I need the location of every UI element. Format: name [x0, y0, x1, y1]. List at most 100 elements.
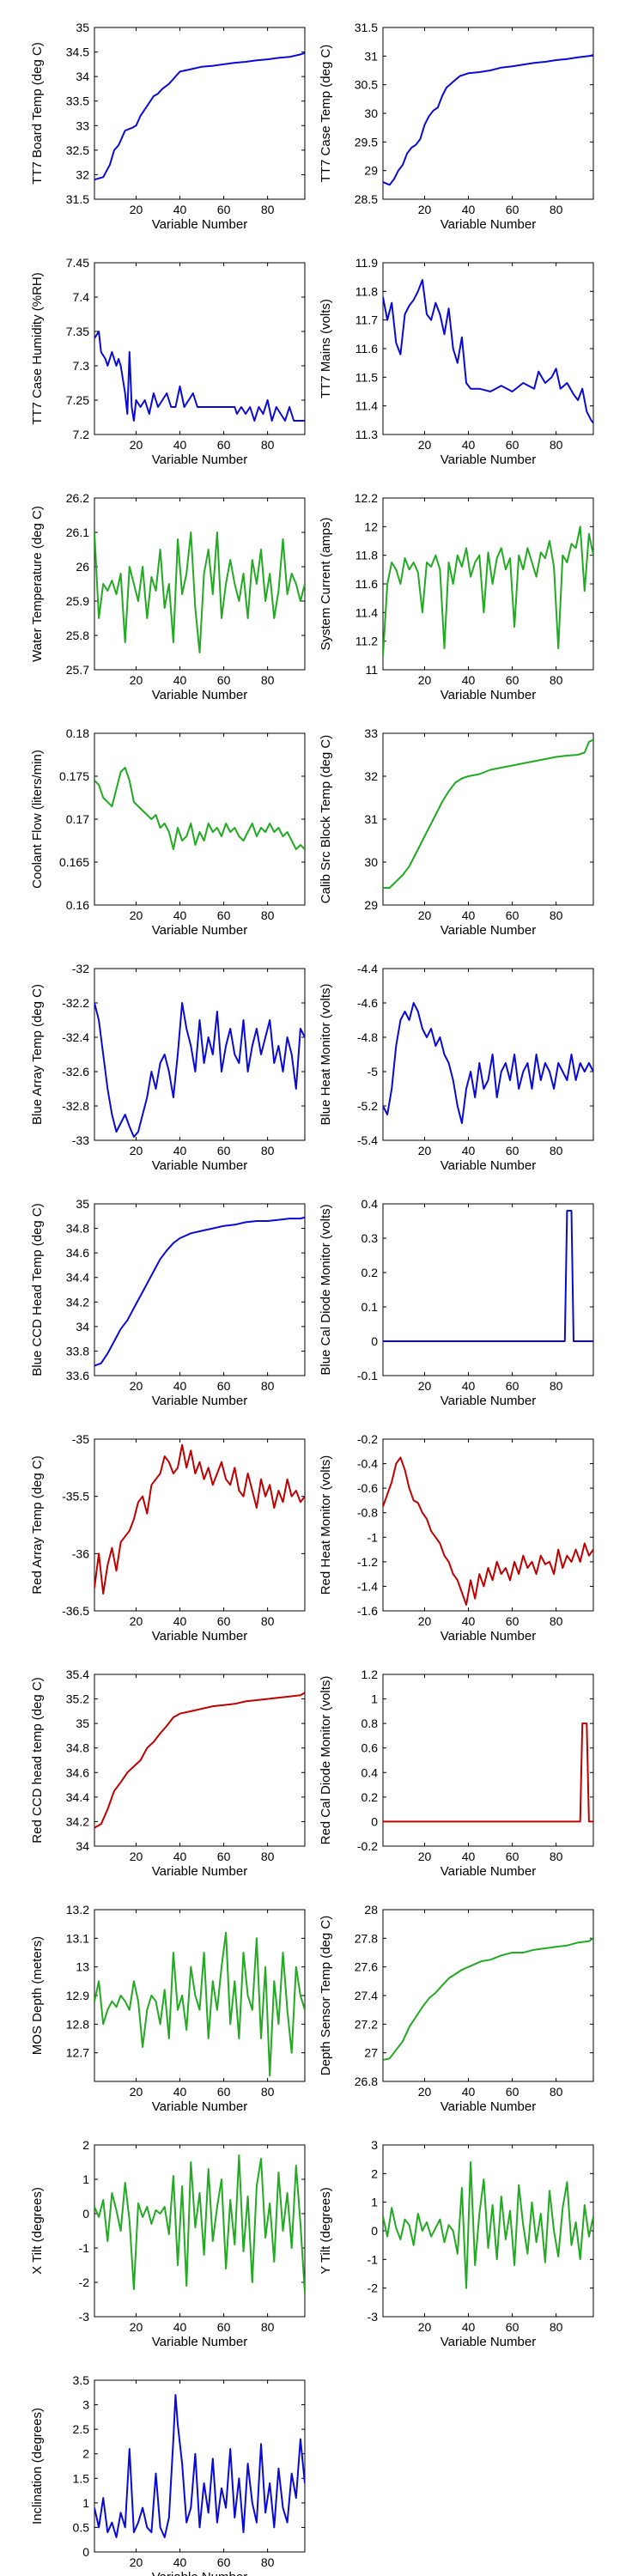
plot-frame	[94, 262, 306, 435]
x-tick-label: 20	[130, 1850, 143, 1863]
x-tick-label: 40	[173, 438, 187, 452]
y-axis-label: Coolant Flow (liters/min)	[30, 750, 45, 889]
x-axis-label: Variable Number	[152, 2570, 247, 2576]
x-tick-label: 20	[418, 1379, 432, 1393]
x-tick-label: 80	[550, 1144, 563, 1157]
x-axis-label: Variable Number	[440, 1158, 536, 1173]
y-tick-label: 2	[371, 2166, 378, 2180]
y-axis-label: Calib Src Block Temp (deg C)	[319, 735, 333, 903]
y-tick-label: 26.2	[66, 491, 89, 505]
x-axis-label: Variable Number	[152, 1864, 247, 1879]
y-tick-label: -36.5	[62, 1604, 89, 1618]
y-tick-label: 34.2	[66, 1814, 89, 1828]
y-axis-label: TT7 Case Humidity (%RH)	[30, 272, 45, 425]
x-axis-label: Variable Number	[440, 1394, 536, 1408]
x-tick-label: 80	[550, 203, 563, 216]
chart-panel-16: 20 40 60 80 -0.2 0 0.2 0.4 0.6 0.8 1 1.2 Variable Nu…	[319, 1668, 594, 1879]
y-tick-label: 12	[364, 519, 378, 533]
x-tick-label: 60	[506, 1379, 519, 1393]
y-tick-label: 0	[371, 1814, 378, 1828]
data-series-line	[94, 767, 305, 850]
y-tick-label: 27.4	[355, 1989, 378, 2002]
x-tick-label: 40	[462, 203, 476, 216]
plot-frame	[94, 1203, 306, 1376]
y-tick-label: 31	[364, 49, 378, 63]
y-tick-label: 11.4	[355, 399, 378, 413]
y-tick-label: 0.3	[361, 1231, 379, 1245]
y-tick-label: -0.8	[357, 1506, 378, 1520]
y-tick-label: -4.6	[357, 996, 378, 1010]
plot-frame	[94, 2379, 306, 2553]
chart-panel-14: 20 40 60 80 -1.6 -1.4 -1.2 -1 -0.8 -0.6 -0.4 -0.2 Va…	[319, 1432, 594, 1643]
x-tick-label: 80	[550, 673, 563, 687]
y-tick-label: 29	[364, 164, 378, 178]
y-tick-label: 34.8	[66, 1222, 89, 1236]
x-tick-label: 20	[418, 908, 432, 922]
chart-panel-21: 20 40 60 80 0 0.5 1 1.5 2 2.5 3 3.5 Variable Number I…	[30, 2373, 306, 2576]
x-tick-label: 20	[130, 438, 143, 452]
y-tick-label: 34.4	[66, 1271, 89, 1285]
y-tick-label: 33	[76, 118, 89, 132]
chart-panel-20: 20 40 60 80 -3 -2 -1 0 1 2 3 Variable Number Y Tilt …	[319, 2138, 594, 2349]
chart-panel-7: 20 40 60 80 0.16 0.165 0.17 0.175 0.18 Variable N…	[30, 726, 306, 938]
y-axis-label: Blue Heat Monitor (volts)	[319, 983, 333, 1125]
x-tick-label: 40	[462, 1379, 476, 1393]
x-tick-label: 40	[173, 2320, 187, 2334]
y-tick-label: 11.3	[355, 428, 378, 441]
y-tick-label: -0.6	[357, 1481, 378, 1495]
y-tick-label: 0.8	[361, 1716, 379, 1730]
y-axis-label: Blue Array Temp (deg C)	[30, 984, 45, 1125]
y-axis-label: TT7 Case Temp (deg C)	[319, 45, 333, 183]
x-tick-label: 20	[130, 1379, 143, 1393]
x-tick-label: 80	[261, 2320, 275, 2334]
x-tick-label: 20	[418, 2320, 432, 2334]
y-tick-label: 1	[371, 2196, 378, 2209]
x-axis-label: Variable Number	[440, 217, 536, 232]
y-tick-label: 25.9	[66, 594, 89, 608]
x-tick-label: 80	[261, 203, 275, 216]
x-tick-label: 80	[261, 2555, 275, 2569]
x-tick-label: 60	[506, 2320, 519, 2334]
plot-frame	[94, 1674, 306, 1847]
y-tick-label: 0.4	[361, 1197, 379, 1211]
x-tick-label: 40	[462, 1144, 476, 1157]
y-tick-label: 34.6	[66, 1765, 89, 1779]
x-tick-label: 60	[217, 673, 231, 687]
x-tick-label: 40	[462, 1850, 476, 1863]
x-tick-label: 60	[217, 438, 231, 452]
y-tick-label: 0.16	[66, 898, 89, 912]
y-tick-label: 3.5	[73, 2373, 90, 2387]
y-tick-label: -2	[79, 2275, 90, 2289]
data-series-line	[383, 1210, 593, 1342]
x-axis-label: Variable Number	[152, 2335, 247, 2349]
y-axis-label: X Tilt (degrees)	[30, 2187, 45, 2275]
y-axis-label: MOS Depth (meters)	[30, 1936, 45, 2055]
y-tick-label: 2	[82, 2447, 89, 2461]
data-series-line	[383, 1722, 593, 1823]
data-series-line	[94, 532, 305, 653]
x-tick-label: 60	[217, 2085, 231, 2099]
x-tick-label: 20	[418, 1614, 432, 1628]
y-tick-label: 25.8	[66, 629, 89, 642]
chart-panel-10: 20 40 60 80 -5.4 -5.2 -5 -4.8 -4.6 -4.4 Variable N…	[319, 962, 594, 1173]
chart-panel-12: 20 40 60 80 -0.1 0 0.1 0.2 0.3 0.4 Variable Number…	[319, 1197, 594, 1408]
x-tick-label: 40	[462, 1614, 476, 1628]
x-tick-label: 80	[261, 1144, 275, 1157]
y-tick-label: 31.5	[355, 21, 378, 34]
x-axis-label: Variable Number	[152, 2099, 247, 2114]
plot-frame	[382, 968, 594, 1141]
y-tick-label: 0.6	[361, 1741, 379, 1755]
y-tick-label: 0.5	[73, 2520, 90, 2534]
y-tick-label: 27.2	[355, 2017, 378, 2031]
y-tick-label: 26	[76, 560, 89, 574]
y-tick-label: 7.2	[73, 428, 90, 441]
y-tick-label: 28.5	[355, 192, 378, 206]
x-axis-label: Variable Number	[440, 2335, 536, 2349]
data-series-line	[94, 52, 305, 181]
plot-frame	[94, 1438, 306, 1612]
y-tick-label: 12.8	[66, 2017, 89, 2031]
y-axis-label: Blue Cal Diode Monitor (volts)	[319, 1204, 333, 1375]
y-tick-label: 1	[82, 2172, 89, 2186]
